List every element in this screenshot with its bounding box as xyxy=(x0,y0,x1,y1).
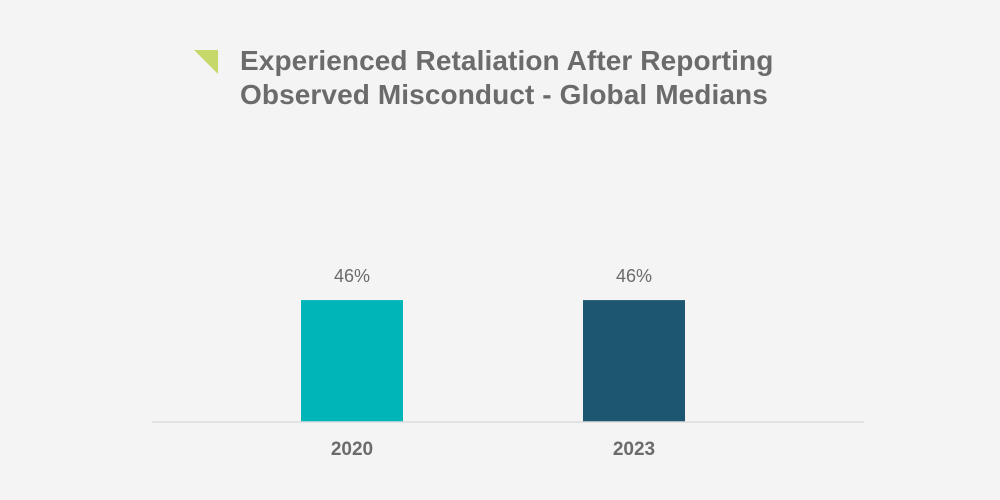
bars-layer xyxy=(301,300,685,422)
x-tick-label-2020: 2020 xyxy=(331,439,373,460)
chart-title-line-2: Observed Misconduct - Global Medians xyxy=(240,79,768,110)
chart-title-line-1: Experienced Retaliation After Reporting xyxy=(240,45,774,76)
value-label-2020: 46% xyxy=(334,266,370,286)
bar-2020 xyxy=(301,300,403,422)
x-tick-label-2023: 2023 xyxy=(613,439,655,460)
labels-layer: 46% 2020 46% 2023 xyxy=(331,266,655,460)
bar-2023 xyxy=(583,300,685,422)
chart-title: Experienced Retaliation After Reporting … xyxy=(240,44,773,112)
corner-accent-icon xyxy=(194,50,218,74)
value-label-2023: 46% xyxy=(616,266,652,286)
